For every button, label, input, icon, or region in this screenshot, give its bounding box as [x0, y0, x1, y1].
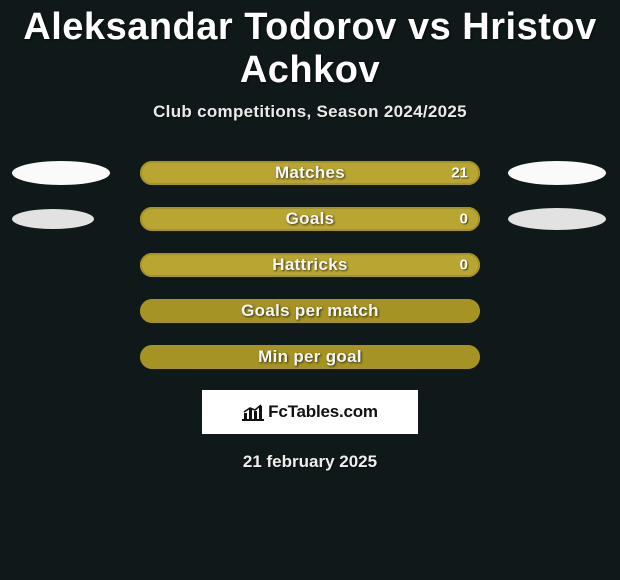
stat-row: Min per goal	[0, 334, 620, 380]
player-ellipse-left	[12, 161, 110, 185]
player-ellipse-right	[508, 208, 606, 230]
stat-bar: Matches 21	[140, 161, 480, 185]
page-title: Aleksandar Todorov vs Hristov Achkov	[0, 0, 620, 92]
stat-label: Hattricks	[272, 255, 347, 275]
stat-row: Goals 0	[0, 196, 620, 242]
stat-label: Goals per match	[241, 301, 379, 321]
stat-label: Matches	[275, 163, 345, 183]
stat-label: Goals	[286, 209, 335, 229]
chart-icon	[242, 403, 264, 421]
stat-value-right: 21	[451, 165, 468, 182]
stats-container: Matches 21 Goals 0 Hattricks 0 Goals per match…	[0, 150, 620, 380]
player-ellipse-left	[12, 209, 94, 229]
brand-box: FcTables.com	[202, 390, 418, 434]
stat-bar: Hattricks 0	[140, 253, 480, 277]
stat-label: Min per goal	[258, 347, 362, 367]
stat-value-right: 0	[460, 257, 468, 274]
stat-bar: Goals per match	[140, 299, 480, 323]
stat-row: Hattricks 0	[0, 242, 620, 288]
stat-row: Goals per match	[0, 288, 620, 334]
date-label: 21 february 2025	[0, 452, 620, 472]
stat-value-right: 0	[460, 211, 468, 228]
stat-bar: Goals 0	[140, 207, 480, 231]
subtitle: Club competitions, Season 2024/2025	[0, 102, 620, 122]
stat-bar: Min per goal	[140, 345, 480, 369]
brand-text: FcTables.com	[268, 402, 378, 422]
stat-row: Matches 21	[0, 150, 620, 196]
player-ellipse-right	[508, 161, 606, 185]
